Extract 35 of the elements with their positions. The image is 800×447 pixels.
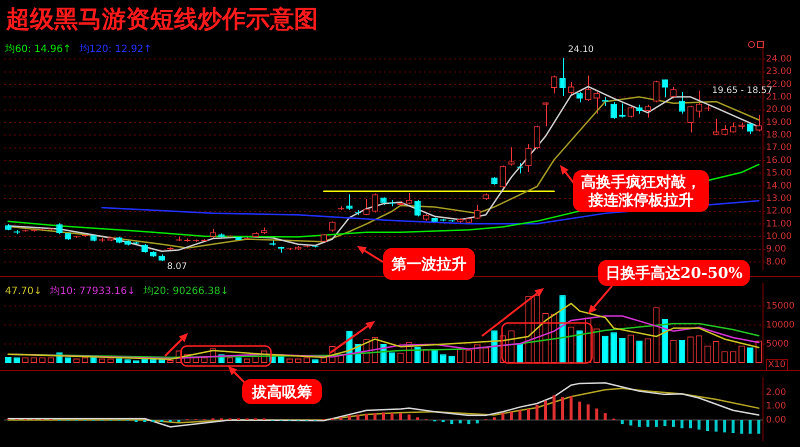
y-tick-label: 10000 (766, 320, 795, 330)
annotation: 8.07 (167, 262, 188, 272)
y-tick-label: 0.00 (766, 415, 786, 426)
y-tick-label: 16.00 (766, 156, 792, 166)
y-tick-label: 17.00 (766, 143, 792, 154)
y-tick-label: 5000 (766, 339, 790, 350)
text: 均20: 90266.38↓ (142, 284, 229, 297)
annotation: 第一波拉升 (383, 248, 475, 280)
text: 47.70↓ (5, 286, 42, 297)
text: 均60: 14.96↑ (4, 42, 72, 55)
chart-title: 超级黑马游资短线炒作示意图 (6, 4, 318, 35)
y-tick-label: 19.00 (766, 118, 792, 128)
y-tick-label: 15.00 (766, 168, 792, 179)
y-tick-label: 2.00 (766, 388, 786, 398)
annotation: 高换手疯狂对敲，接连涨停板拉升 (573, 170, 709, 212)
y-tick-label: 24.00 (766, 54, 792, 64)
y-tick-label: 1.00 (766, 402, 786, 412)
y-tick-label: 11.00 (766, 219, 792, 230)
y-tick-label: 15000 (766, 301, 795, 312)
y-tick-label: 14.00 (766, 181, 792, 192)
y-tick-label: 23.00 (766, 67, 792, 78)
text: X10 (766, 359, 788, 371)
annotation: 拔高吸筹 (242, 379, 322, 404)
y-tick-label: 13.00 (766, 194, 792, 204)
y-tick-label: 12.00 (766, 206, 792, 217)
y-tick-label: 21.00 (766, 92, 792, 103)
y-tick-label: 20.00 (766, 105, 792, 116)
y-tick-label: 8.00 (766, 257, 786, 268)
y-tick-label: 9.00 (766, 244, 786, 255)
annotation: 24.10 (568, 45, 594, 55)
y-tick-label: 18.00 (766, 130, 792, 141)
text: 均10: 77933.16↓ (49, 284, 136, 297)
text: 均120: 12.92↑ (78, 42, 152, 55)
annotation: 日换手高达20-50% (598, 260, 750, 286)
y-tick-label: 10.00 (766, 232, 792, 242)
